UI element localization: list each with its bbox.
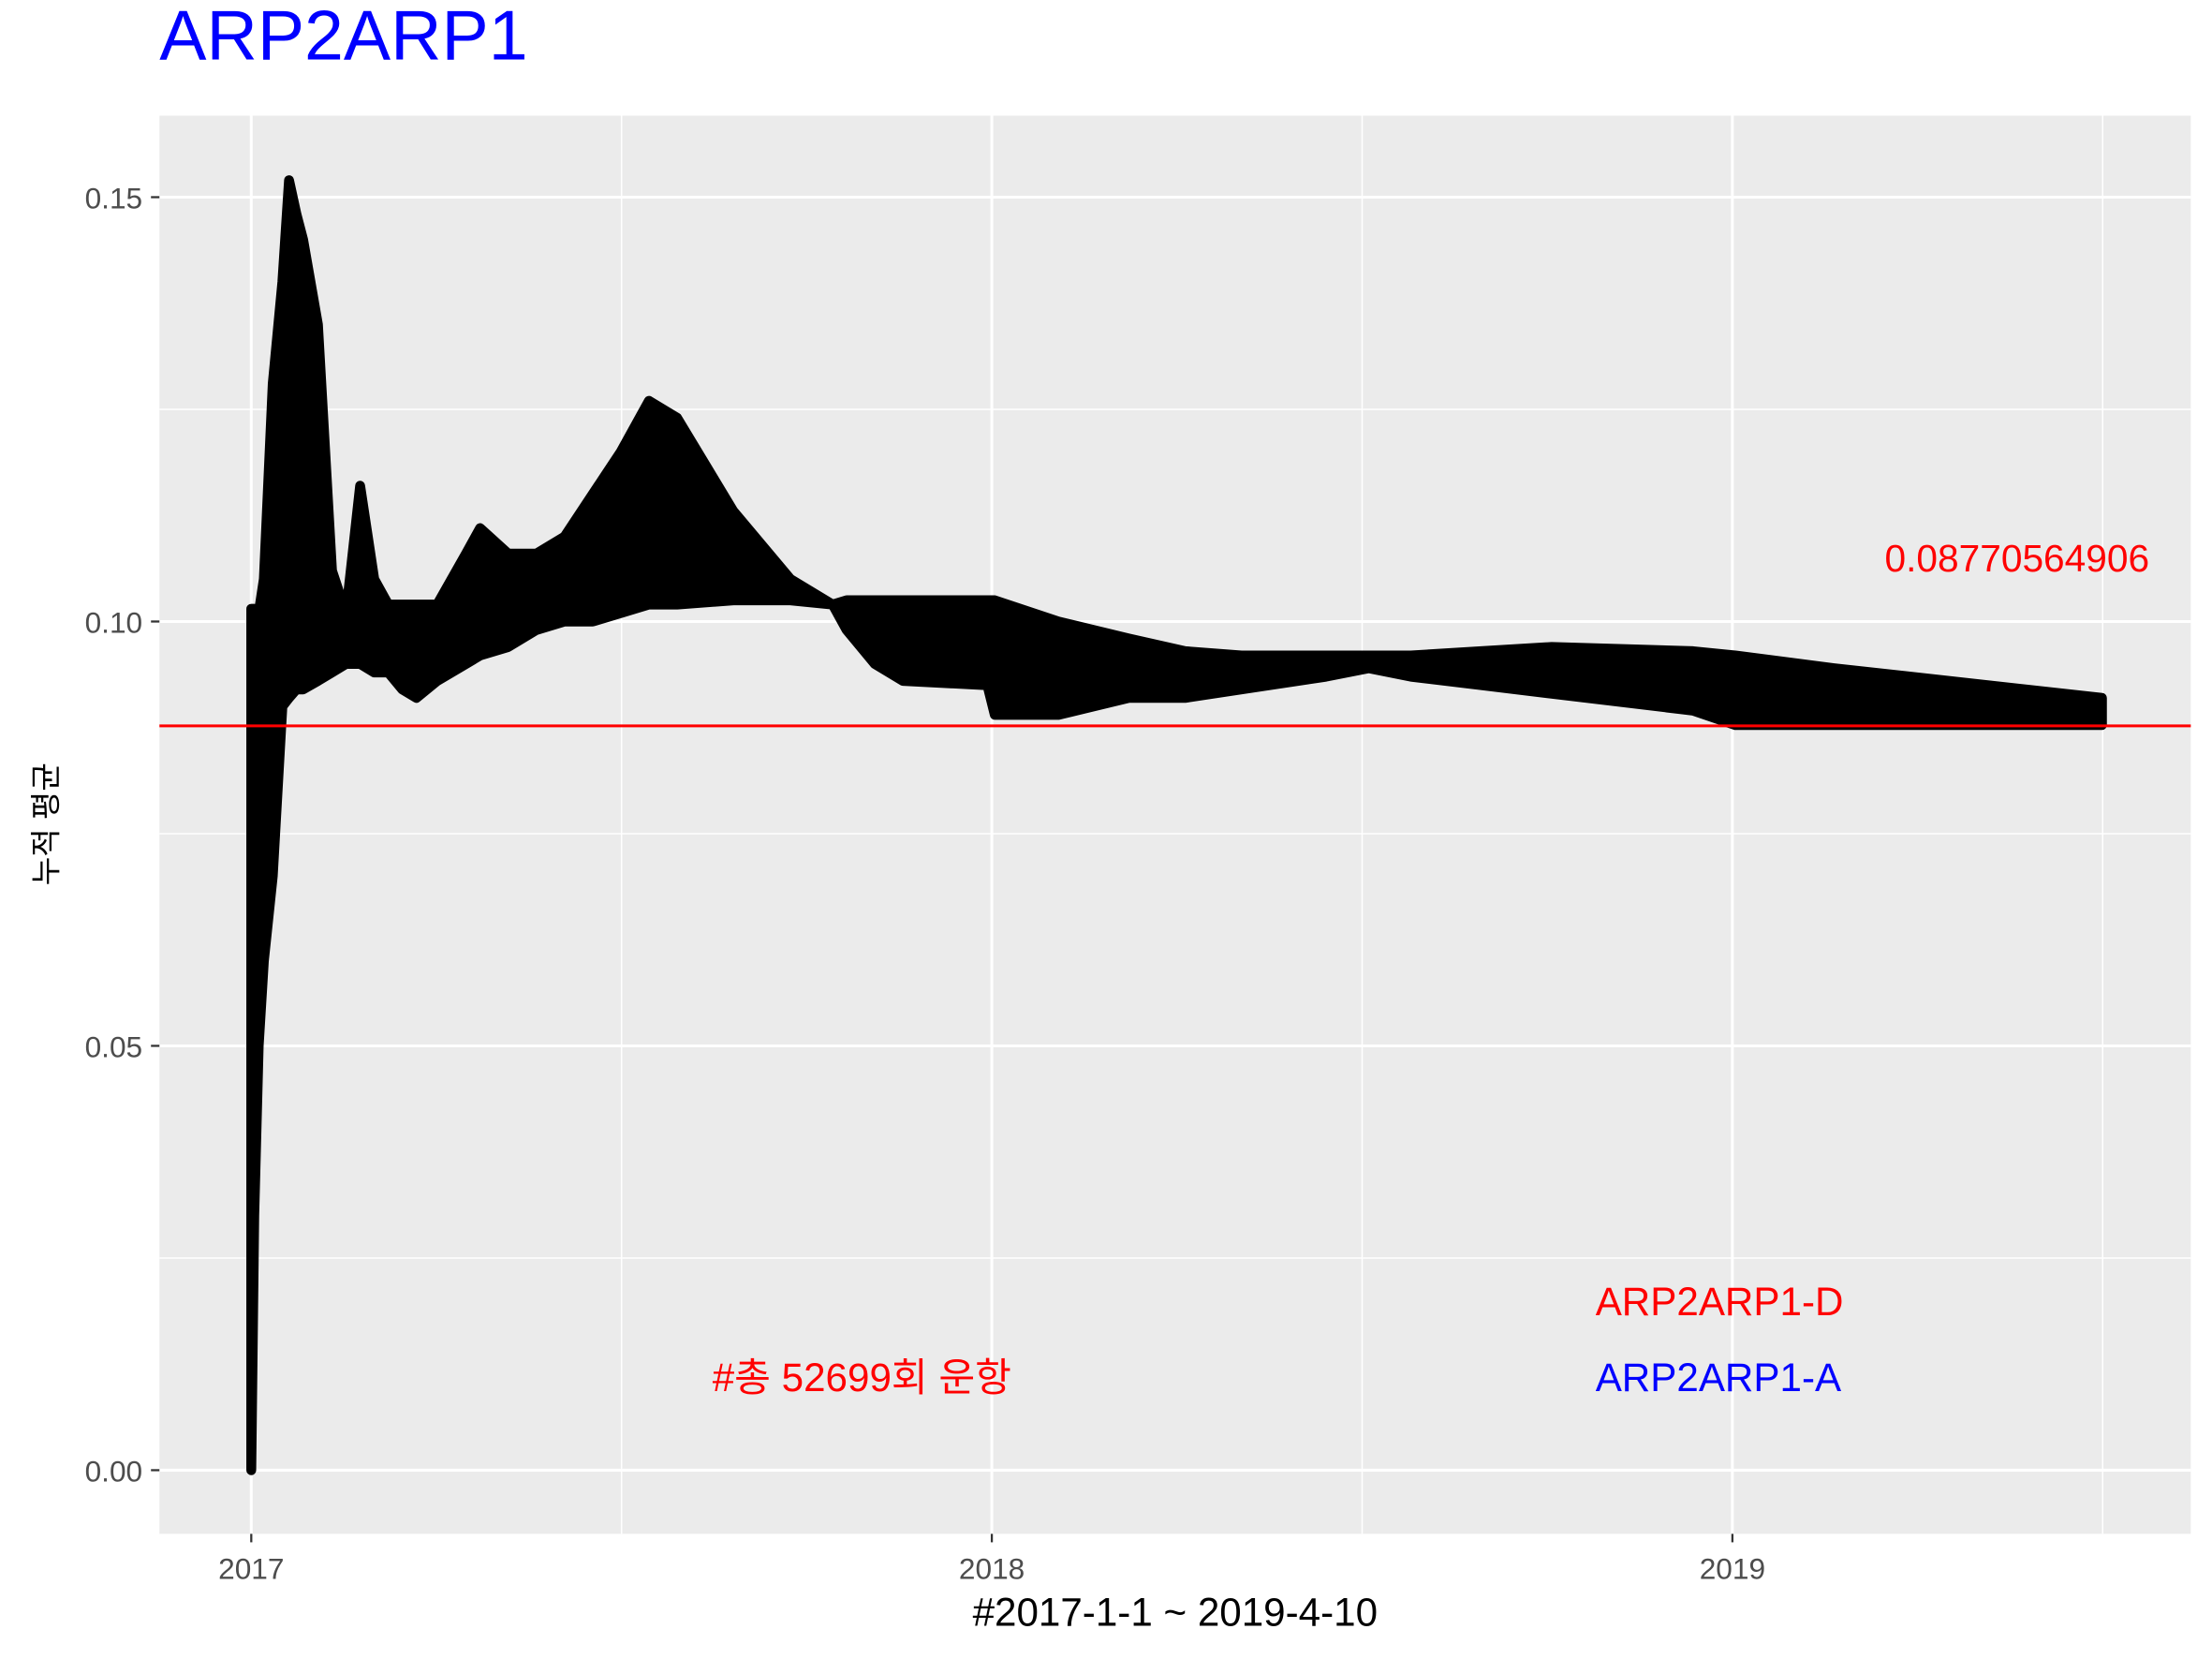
x-tick-label: 2018 xyxy=(959,1552,1025,1586)
y-tick-label: 0.15 xyxy=(85,182,143,215)
y-axis-label: 누적 평균 xyxy=(29,763,64,885)
x-axis-label: #2017-1-1 ~ 2019-4-10 xyxy=(973,1590,1378,1634)
y-tick-label: 0.00 xyxy=(85,1454,143,1488)
annotation: #총 52699회 운항 xyxy=(713,1355,1011,1400)
x-tick-label: 2019 xyxy=(1700,1552,1765,1586)
plot-panel xyxy=(159,115,2191,1534)
y-tick-label: 0.05 xyxy=(85,1030,143,1064)
chart-title: ARP2ARP1 xyxy=(159,0,527,74)
mean-label: 0.08770564906 xyxy=(1884,537,2149,580)
x-tick-label: 2017 xyxy=(218,1552,284,1586)
annotation: ARP2ARP1-A xyxy=(1596,1355,1842,1400)
annotation: ARP2ARP1-D xyxy=(1596,1280,1844,1324)
y-tick-label: 0.10 xyxy=(85,606,143,640)
